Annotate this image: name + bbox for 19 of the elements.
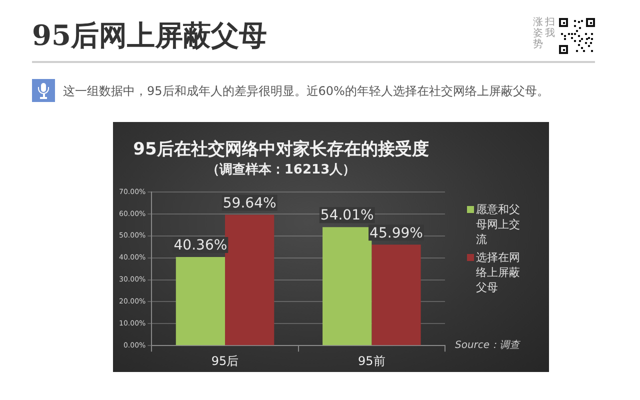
text: 扫我	[545, 17, 555, 39]
legend-label: 愿意和父母网上交流	[476, 202, 521, 247]
chart-title: 95后在社交网络中对家长存在的接受度	[133, 140, 429, 160]
data-label: 45.99%	[370, 225, 423, 242]
bar	[176, 257, 226, 346]
bar	[322, 227, 372, 346]
x-tick-label: 95后	[211, 354, 239, 368]
x-tick-label: 95前	[358, 354, 386, 368]
bar	[225, 214, 274, 346]
text: 涨姿势	[533, 17, 543, 50]
bar	[372, 244, 421, 346]
data-label: 40.36%	[174, 238, 228, 254]
text: 这一组数据中，95后和成年人的差异很明显。近60%的年轻人选择在社交网络上屏蔽父母。	[63, 83, 549, 100]
data-label: 54.01%	[320, 208, 374, 224]
legend-label: 选择在网络上屏蔽父母	[476, 250, 521, 295]
chart-subtitle: （调查样本：16213人）	[206, 162, 356, 178]
source-note: Source：调查	[455, 338, 520, 352]
data-label: 59.64%	[222, 195, 276, 212]
text: 95后网上屏蔽父母	[32, 18, 267, 54]
